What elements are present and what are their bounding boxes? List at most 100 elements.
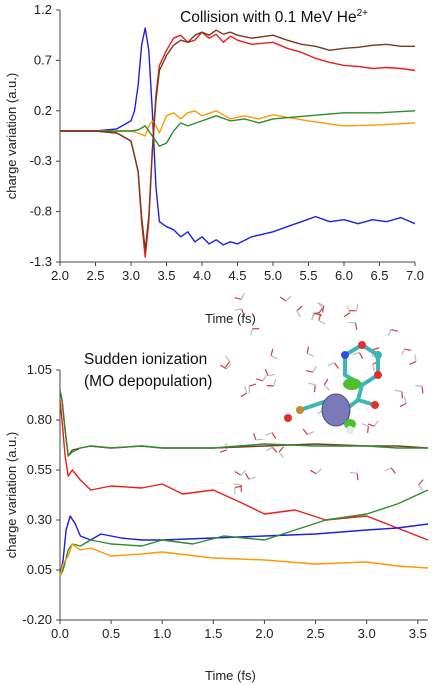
water-bond <box>372 364 375 372</box>
water-bond <box>265 432 273 436</box>
y-tick-label: -0.8 <box>30 204 52 219</box>
y-tick-label: 1.05 <box>27 362 52 377</box>
water-bond <box>421 386 424 394</box>
series-line-2 <box>60 110 416 147</box>
top-y-axis-label: charge variation (a.u.) <box>4 73 19 199</box>
top-x-ticks: 2.0 2.5 3.0 3.5 4.0 4.5 5.0 5.5 6.0 6.5 7.0 <box>51 262 424 283</box>
water-bond <box>265 446 273 452</box>
water-bond <box>315 468 322 475</box>
y-tick-label: 0.80 <box>27 412 52 427</box>
y-tick-label: -1.3 <box>30 254 52 269</box>
molecule-atom <box>296 406 304 414</box>
water-bond <box>350 471 358 474</box>
water-bond <box>373 420 379 427</box>
top-chart: 1.2 0.7 0.2 -0.3 -0.8 -1.3 2.0 2.5 3.0 3.5 4.0 4.5… <box>4 2 424 326</box>
water-bond <box>306 352 314 357</box>
bottom-y-axis-label: charge variation (a.u.) <box>4 432 19 558</box>
bottom-chart: 1.05 0.80 0.55 0.30 0.05 -0.20 0.0 0.5 1.0 1.5 2.… <box>4 351 429 683</box>
bottom-x-axis-label: Time (fs) <box>205 668 256 683</box>
water-bond <box>240 484 243 492</box>
water-bond <box>279 296 287 302</box>
water-bond <box>372 347 380 351</box>
molecule-atom <box>374 351 382 359</box>
water-bond <box>285 296 292 302</box>
molecule-atom <box>341 351 349 359</box>
y-tick-label: 0.55 <box>27 462 52 477</box>
water-bond <box>311 313 314 321</box>
water-bond <box>244 473 250 480</box>
y-tick-label: 0.2 <box>34 103 52 118</box>
water-bond <box>387 329 392 337</box>
x-tick-label: 2.5 <box>86 268 104 283</box>
water-bond <box>240 292 246 300</box>
y-tick-label: -0.20 <box>22 612 52 627</box>
water-bond <box>262 374 267 382</box>
water-bond <box>234 297 242 300</box>
water-bond <box>307 431 315 436</box>
bottom-chart-subtitle: (MO depopulation) <box>84 373 212 390</box>
water-bond <box>240 392 248 398</box>
orbital-lobe <box>343 378 361 390</box>
water-bond <box>415 384 423 387</box>
x-tick-label: 3.5 <box>409 626 427 641</box>
water-bond <box>346 305 351 313</box>
water-bond <box>270 355 278 360</box>
water-bond <box>270 348 274 356</box>
x-tick-label: 6.5 <box>370 268 388 283</box>
x-tick-label: 5.0 <box>264 268 282 283</box>
x-tick-label: 7.0 <box>406 268 424 283</box>
water-bond <box>253 433 257 441</box>
water-bond <box>305 370 314 373</box>
bottom-x-ticks: 0.0 0.5 1.0 1.5 2.0 2.5 3.0 3.5 <box>51 620 427 641</box>
water-bond <box>271 446 278 453</box>
water-bond <box>312 365 317 373</box>
molecule-illustration <box>219 292 424 495</box>
water-bond <box>404 348 412 351</box>
series-line-5 <box>59 543 429 577</box>
water-bond <box>403 396 407 404</box>
x-tick-label: 1.0 <box>153 626 171 641</box>
water-bond <box>317 307 324 315</box>
water-bond <box>255 378 264 382</box>
water-bond <box>264 369 269 376</box>
water-bond <box>273 378 277 387</box>
x-tick-label: 1.5 <box>204 626 222 641</box>
water-bond <box>390 328 399 332</box>
water-bond <box>309 469 317 475</box>
water-bond <box>317 302 324 309</box>
water-bond <box>323 384 330 391</box>
series-line-2 <box>59 399 429 541</box>
x-tick-label: 3.0 <box>122 268 140 283</box>
water-bond <box>390 467 396 474</box>
water-bond <box>234 470 242 476</box>
water-bond <box>255 438 263 441</box>
water-bond <box>361 423 369 427</box>
x-tick-label: 5.5 <box>299 268 317 283</box>
water-bond <box>358 352 364 359</box>
water-bond <box>267 373 276 377</box>
series-line-1 <box>60 110 416 137</box>
water-bond <box>240 469 247 476</box>
x-tick-label: 0.5 <box>102 626 120 641</box>
water-bond <box>418 479 424 486</box>
top-y-ticks: 1.2 0.7 0.2 -0.3 -0.8 -1.3 <box>30 2 60 269</box>
water-bond <box>352 351 360 356</box>
series-line-4 <box>60 29 415 251</box>
water-bond <box>244 386 248 394</box>
water-bond <box>354 322 358 330</box>
x-tick-label: 6.0 <box>335 268 353 283</box>
orbital-lobe <box>321 393 351 427</box>
y-tick-label: 0.30 <box>27 512 52 527</box>
water-bond <box>333 362 339 369</box>
water-bond <box>318 320 326 325</box>
y-tick-label: 1.2 <box>34 2 52 17</box>
water-bond <box>233 483 242 486</box>
water-bond <box>356 473 359 481</box>
water-bond <box>308 382 316 386</box>
water-bond <box>418 484 424 491</box>
water-bond <box>401 391 404 399</box>
water-bond <box>219 449 227 453</box>
molecule-bond <box>356 383 364 402</box>
water-bond <box>278 451 284 459</box>
